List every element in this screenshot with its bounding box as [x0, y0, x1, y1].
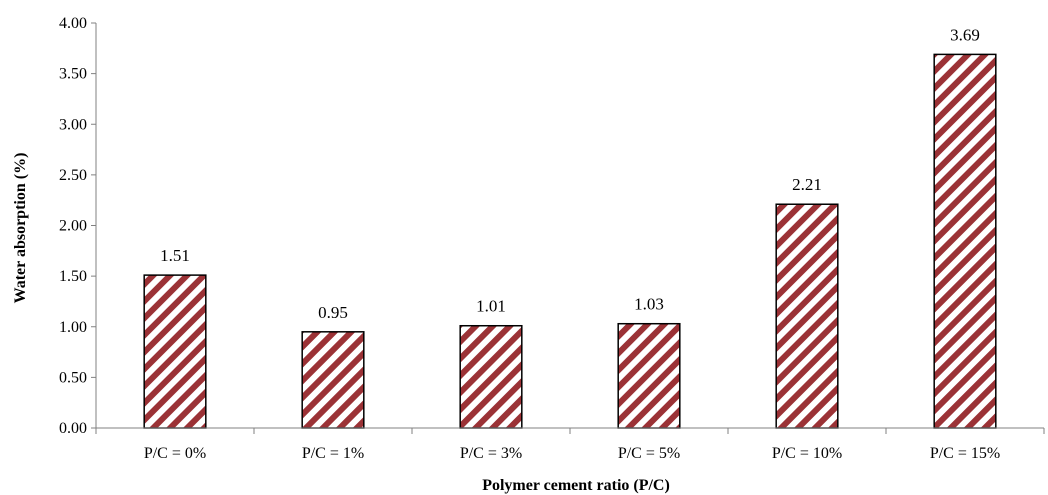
y-tick-label: 1.50 — [59, 268, 87, 285]
y-tick-label: 2.50 — [59, 167, 87, 184]
y-tick-label: 4.00 — [59, 15, 87, 32]
bar — [301, 331, 365, 429]
y-tick-label: 0.50 — [59, 369, 87, 386]
x-tick-label: P/C = 1% — [302, 445, 364, 462]
bar — [459, 324, 523, 429]
data-label: 0.95 — [318, 303, 348, 322]
data-label: 1.51 — [160, 246, 190, 265]
x-tick-label: P/C = 0% — [144, 445, 206, 462]
data-label: 2.21 — [792, 175, 822, 194]
bar — [933, 53, 997, 429]
x-axis-title: Polymer cement ratio (P/C) — [482, 477, 670, 494]
data-label: 3.69 — [950, 25, 980, 44]
bar — [775, 203, 839, 429]
y-tick-label: 3.00 — [59, 116, 87, 133]
x-tick-label: P/C = 3% — [460, 445, 522, 462]
x-tick-label: P/C = 15% — [930, 445, 1000, 462]
x-axis: P/C = 0% P/C = 1% P/C = 3% P/C = 5% P/C = 10… — [95, 427, 1045, 462]
data-label: 1.03 — [634, 295, 664, 314]
y-tick-label: 2.00 — [59, 218, 87, 235]
bars: 1.51 0.95 1.01 1.03 2.21 3.69 — [143, 25, 997, 429]
bar — [617, 322, 681, 429]
x-tick-label: P/C = 10% — [772, 445, 842, 462]
y-tick-label: 1.00 — [59, 319, 87, 336]
bar — [143, 274, 207, 429]
y-tick-label: 0.00 — [59, 420, 87, 437]
y-axis: 0.00 0.50 1.00 1.50 2.00 2.50 3.00 3.50 4.00 — [59, 15, 97, 437]
y-tick-label: 3.50 — [59, 66, 87, 83]
x-tick-label: P/C = 5% — [618, 445, 680, 462]
data-label: 1.01 — [476, 297, 506, 316]
y-axis-title: Water absorption (%) — [12, 153, 29, 304]
